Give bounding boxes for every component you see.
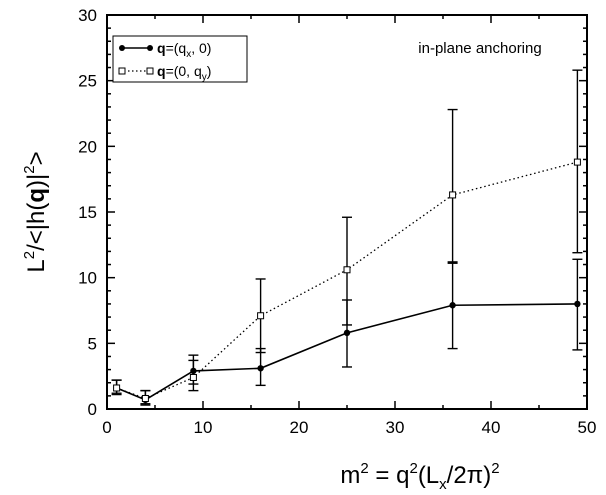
xlabel-m: m <box>340 462 360 489</box>
y-tick-label: 0 <box>88 400 97 419</box>
legend-entry-series-2: q=(0, qy) <box>118 63 211 83</box>
ylabel-rest: /<|h( <box>23 203 50 251</box>
data-point <box>573 158 581 166</box>
xlabel-sup3: 2 <box>491 460 499 477</box>
data-point <box>257 312 265 320</box>
x-tick-label: 20 <box>290 418 309 437</box>
x-tick-label: 0 <box>102 418 111 437</box>
legend-sub: x <box>186 49 191 60</box>
legend-label-series-1: q=(qx, 0) <box>157 40 211 60</box>
legend-box <box>112 35 248 83</box>
data-point <box>113 384 121 392</box>
axis-ticks: 0 10 20 30 40 50 0 5 10 15 20 25 30 <box>78 6 596 437</box>
series-2 <box>111 69 583 406</box>
data-point <box>343 329 351 337</box>
series-layer <box>111 69 583 406</box>
y-tick-label: 5 <box>88 334 97 353</box>
legend-q-bold: q <box>157 40 166 56</box>
y-tick-label: 10 <box>78 269 97 288</box>
data-point <box>574 300 581 308</box>
x-tick-label: 50 <box>578 418 597 437</box>
legend-eq: =(0, q <box>166 63 202 79</box>
x-axis-label: m2 = q2(Lx/2π)2 <box>340 460 499 493</box>
ylabel-sup2: 2 <box>21 165 38 173</box>
xlabel-eq: = q <box>369 462 410 489</box>
y-tick-label: 30 <box>78 6 97 25</box>
xlabel-sup: 2 <box>360 460 368 477</box>
annotation: in-plane anchoring <box>418 40 541 57</box>
data-point <box>257 365 264 372</box>
legend-entry-series-1: q=(qx, 0) <box>119 40 211 60</box>
y-tick-label: 15 <box>78 203 97 222</box>
ylabel-gt: > <box>23 151 50 165</box>
legend: q=(qx, 0) q=(0, qy) <box>112 35 248 83</box>
legend-tail: , 0) <box>191 40 211 56</box>
legend-sub: y <box>202 72 207 83</box>
x-tick-label: 10 <box>194 418 213 437</box>
ylabel-close: )| <box>23 174 50 188</box>
data-point <box>189 373 197 381</box>
x-tick-label: 30 <box>386 418 405 437</box>
legend-label-series-2: q=(0, qy) <box>157 63 211 83</box>
ylabel-l: L <box>23 259 50 272</box>
data-point <box>449 191 457 199</box>
error-bar <box>447 108 458 264</box>
xlabel-sub: x <box>439 476 447 493</box>
xlabel-pi: /2π) <box>447 462 492 489</box>
legend-marker-series-1b <box>147 45 153 51</box>
xlabel-lx: (L <box>418 462 439 489</box>
data-point <box>141 394 149 402</box>
data-point <box>343 266 351 274</box>
data-point <box>449 302 456 309</box>
x-tick-label: 40 <box>482 418 501 437</box>
legend-marker-series-2 <box>118 67 126 75</box>
plot-frame <box>106 14 588 410</box>
y-axis-label: L2/<|h(q)|2> <box>21 151 50 272</box>
legend-tail: ) <box>207 63 212 79</box>
y-tick-label: 20 <box>78 137 97 156</box>
y-tick-label: 25 <box>78 72 97 91</box>
legend-eq: =(q <box>166 40 187 56</box>
legend-q-bold: q <box>157 63 166 79</box>
legend-marker-series-1 <box>119 45 125 51</box>
legend-marker-series-2b <box>146 67 154 75</box>
xlabel-sup2: 2 <box>409 460 417 477</box>
ylabel-sup: 2 <box>21 251 38 259</box>
ylabel-q: q <box>23 188 50 203</box>
